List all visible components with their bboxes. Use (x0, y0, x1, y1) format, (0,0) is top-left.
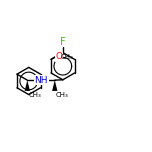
Text: CH₃: CH₃ (61, 54, 73, 60)
Polygon shape (25, 80, 30, 91)
Text: CH₃: CH₃ (56, 92, 68, 98)
Text: F: F (60, 37, 66, 47)
Text: O: O (56, 52, 63, 61)
Text: CH₃: CH₃ (28, 92, 41, 98)
Polygon shape (52, 80, 57, 91)
Text: NH: NH (34, 76, 48, 85)
